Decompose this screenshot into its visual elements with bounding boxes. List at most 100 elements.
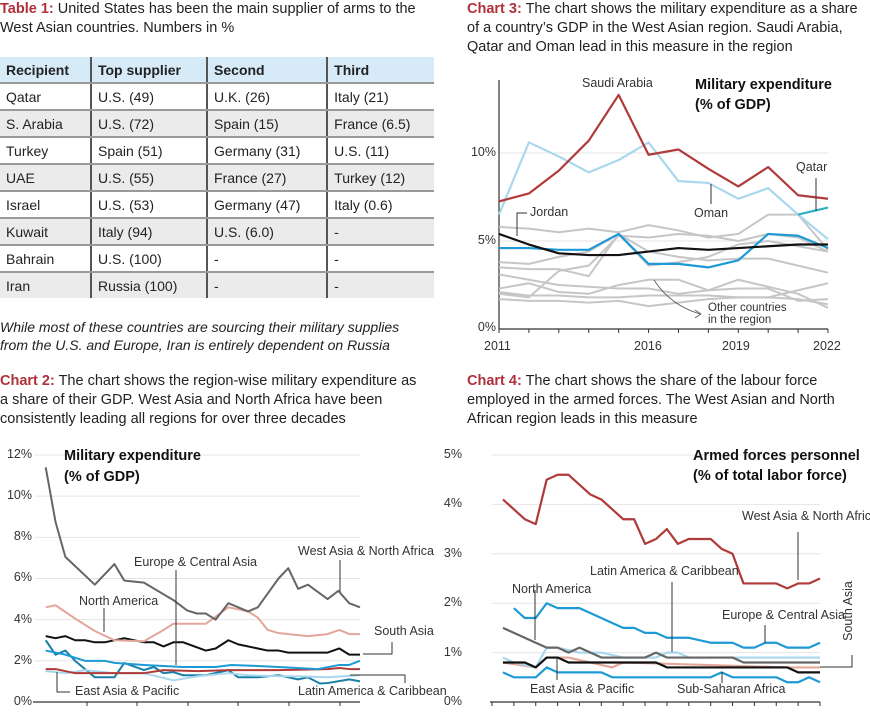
label-sub-saharan-africa: Sub-Saharan Africa xyxy=(677,682,786,696)
y-tick-label: 2% xyxy=(13,652,32,667)
table1-note: While most of these countries are sourci… xyxy=(0,319,400,353)
column-header: Third xyxy=(326,57,434,84)
series-line-latin-america-caribbean xyxy=(45,669,361,682)
caption-label: Chart 4: xyxy=(467,373,522,389)
column-header: Second xyxy=(206,57,328,84)
caption-text: The chart shows the share of the labour … xyxy=(467,373,835,427)
label-west-asia-north-africa: West Asia & North Africa xyxy=(742,509,870,523)
table-cell: - xyxy=(326,245,434,273)
label-saudi-arabia: Saudi Arabia xyxy=(582,76,653,90)
table-cell: - xyxy=(326,218,434,246)
series-line-europe-central-asia xyxy=(513,602,821,649)
table-cell: Kuwait xyxy=(0,218,91,246)
series-line-oman xyxy=(497,141,829,241)
label-latin-america-caribbean: Latin America & Caribbean xyxy=(298,684,447,698)
arms-supplier-table: Recipient Top supplier Second Third Qata… xyxy=(0,57,434,298)
series-line-sub-saharan-africa xyxy=(502,666,821,684)
x-tick-label: 2019 xyxy=(722,339,750,353)
label-east-asia-pacific: East Asia & Pacific xyxy=(75,684,180,698)
y-tick-label: 4% xyxy=(13,611,32,626)
y-tick-label: 0% xyxy=(13,694,32,708)
series-line-west-asia-north-africa xyxy=(502,473,821,590)
caption-label: Chart 2: xyxy=(0,373,55,389)
table-cell: U.S. (72) xyxy=(89,110,208,138)
table-cell: U.S. (100) xyxy=(89,245,208,273)
y-tick-label: 6% xyxy=(13,570,32,585)
label-other-countries: Other countries in the region xyxy=(708,302,787,326)
chart4-title: Armed forces personnel xyxy=(693,448,860,464)
table-cell: - xyxy=(206,245,328,273)
table-cell: U.S. (55) xyxy=(89,164,208,192)
table-row: Bahrain U.S. (100) - - xyxy=(0,245,434,273)
leader-line xyxy=(56,672,70,693)
table-cell: - xyxy=(206,272,328,298)
x-tick-label: 2022 xyxy=(813,339,841,353)
caption-text: The chart shows the military expenditure… xyxy=(467,1,858,55)
caption-text: United States has been the main supplier… xyxy=(0,1,416,36)
chart4-subtitle: (% of total labor force) xyxy=(693,468,847,484)
series-line-other-country xyxy=(498,282,829,308)
series-line-saudi-arabia xyxy=(498,93,829,203)
chart3-title: Military expenditure xyxy=(695,77,832,93)
label-europe-central-asia: Europe & Central Asia xyxy=(134,555,257,569)
series-line-south-asia xyxy=(45,635,360,656)
table-cell: Russia (100) xyxy=(89,272,208,298)
table-cell: France (6.5) xyxy=(326,110,434,138)
leader-line xyxy=(350,674,406,683)
leader-line xyxy=(363,642,393,655)
series-line-other-country xyxy=(498,273,829,302)
label-south-asia: South Asia xyxy=(374,624,434,638)
label-qatar: Qatar xyxy=(796,160,828,174)
series-line-north-america xyxy=(502,626,820,664)
table-cell: Italy (21) xyxy=(326,83,434,111)
table-cell: Turkey (12) xyxy=(326,164,434,192)
y-tick-label: 10% xyxy=(470,145,496,159)
table-cell: France (27) xyxy=(206,164,328,192)
y-tick-label: 2% xyxy=(443,595,462,610)
series-line-other-country xyxy=(498,278,829,309)
series-line-qatar xyxy=(797,206,829,216)
series-line-europe-central-asia xyxy=(45,649,361,671)
y-tick-label: 0% xyxy=(443,694,462,708)
table-cell: U.S. (6.0) xyxy=(206,218,328,246)
chart4-caption: Chart 4: The chart shows the share of th… xyxy=(467,372,867,429)
y-tick-label: 0% xyxy=(477,320,496,334)
caption-text: The chart shows the region-wise military… xyxy=(0,373,417,427)
table-cell: Germany (47) xyxy=(206,191,328,219)
series-line-east-asia-pacific xyxy=(45,667,360,675)
y-tick-label: 1% xyxy=(443,644,462,659)
series-line-other-country xyxy=(498,291,829,306)
series-line-unlabeled xyxy=(44,639,361,685)
table-row: Iran Russia (100) - - xyxy=(0,272,434,298)
table-cell: U.S. (53) xyxy=(89,191,208,219)
series-line-unlabeled xyxy=(499,232,829,269)
arrow-icon xyxy=(653,279,701,315)
label-east-asia-pacific: East Asia & Pacific xyxy=(530,682,635,696)
table-cell: Italy (94) xyxy=(89,218,208,246)
y-tick-label: 10% xyxy=(6,488,32,503)
chart2-title: Military expenditure xyxy=(64,448,201,464)
y-tick-label: 8% xyxy=(13,529,32,544)
label-jordan: Jordan xyxy=(530,205,569,219)
series-line-north-america xyxy=(45,604,360,643)
series-line-other-country xyxy=(498,213,829,251)
table-row: Israel U.S. (53) Germany (47) Italy (0.6) xyxy=(0,191,434,219)
table-cell: Bahrain xyxy=(0,245,91,273)
label-europe-central-asia: Europe & Central Asia xyxy=(722,608,845,622)
chart3-caption: Chart 3: The chart shows the military ex… xyxy=(467,0,867,57)
label-line: Other countries xyxy=(708,302,787,314)
table-cell: U.S. (11) xyxy=(326,137,434,165)
label-north-america: North America xyxy=(79,594,159,608)
table-cell: Spain (15) xyxy=(206,110,328,138)
series-line-other-country xyxy=(498,232,829,278)
y-tick-label: 12% xyxy=(6,446,32,461)
caption-label: Chart 3: xyxy=(467,1,522,17)
x-tick-label: 2016 xyxy=(634,339,662,353)
table-cell: U.S. (49) xyxy=(89,83,208,111)
label-south-asia: South Asia xyxy=(840,581,855,641)
column-header: Top supplier xyxy=(89,57,208,84)
series-line-west-asia-north-africa xyxy=(44,467,361,621)
x-tick-label: 2011 xyxy=(484,339,511,353)
series-line-east-asia-pacific xyxy=(502,656,820,674)
